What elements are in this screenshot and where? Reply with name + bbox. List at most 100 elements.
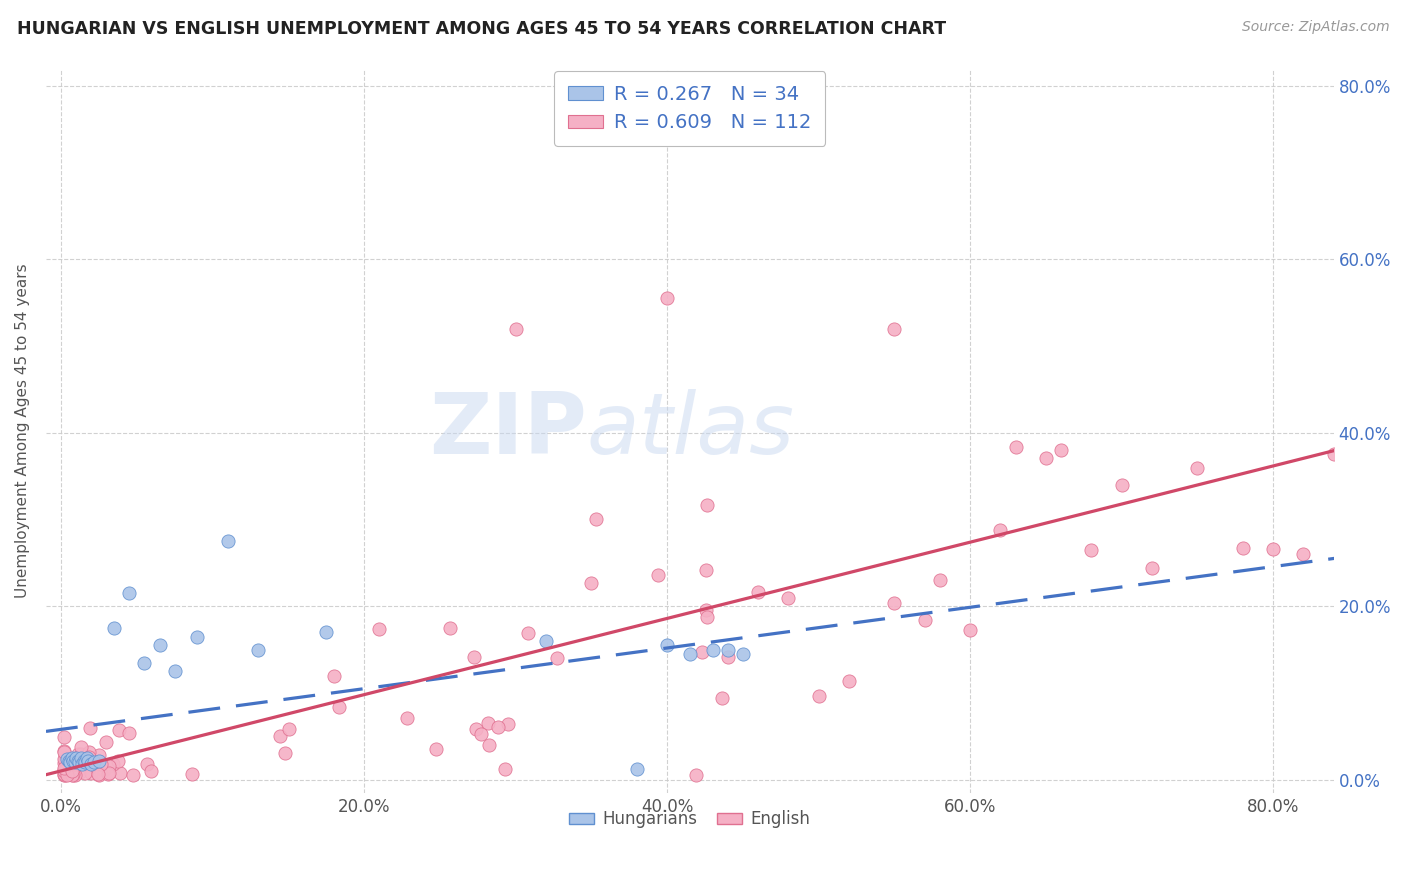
Point [1292, 547, 1315, 561]
Point [546, 651, 568, 665]
Point [1140, 561, 1163, 575]
Point [75, 756, 97, 770]
Point [79, 721, 101, 735]
Point [695, 563, 717, 577]
Point [89, 765, 111, 780]
Point [690, 644, 713, 658]
Point [56, 752, 79, 766]
Point [75, 766, 97, 780]
Point [477, 716, 499, 731]
Point [62, 759, 84, 773]
Point [517, 626, 540, 640]
Point [695, 602, 717, 616]
Point [77, 745, 100, 759]
Point [914, 613, 936, 627]
Point [328, 700, 350, 714]
Point [486, 721, 509, 735]
Point [55, 757, 77, 772]
Point [988, 523, 1011, 537]
Point [838, 673, 860, 688]
Point [883, 596, 905, 610]
Point [655, 291, 678, 305]
Point [87, 767, 110, 781]
Point [134, 656, 156, 670]
Text: HUNGARIAN VS ENGLISH UNEMPLOYMENT AMONG AGES 45 TO 54 YEARS CORRELATION CHART: HUNGARIAN VS ENGLISH UNEMPLOYMENT AMONG … [17, 20, 946, 37]
Point [494, 762, 516, 776]
Point [101, 757, 124, 772]
Point [1004, 440, 1026, 454]
Point [77, 754, 100, 768]
Point [1111, 477, 1133, 491]
Point [747, 585, 769, 599]
Point [98, 759, 121, 773]
Point [696, 498, 718, 512]
Point [62, 754, 84, 768]
Point [118, 586, 141, 600]
Point [66, 756, 89, 771]
Point [75, 753, 97, 767]
Point [53, 768, 76, 782]
Point [1035, 450, 1057, 465]
Point [716, 650, 738, 665]
Y-axis label: Unemployment Among Ages 45 to 54 years: Unemployment Among Ages 45 to 54 years [15, 263, 30, 598]
Point [470, 727, 492, 741]
Point [69, 764, 91, 779]
Point [58, 756, 80, 770]
Point [959, 623, 981, 637]
Point [579, 575, 602, 590]
Point [59, 756, 82, 770]
Point [217, 534, 239, 549]
Point [731, 647, 754, 661]
Point [1353, 469, 1375, 483]
Point [505, 321, 527, 335]
Point [778, 591, 800, 605]
Point [534, 633, 557, 648]
Point [66, 747, 89, 761]
Point [66, 754, 89, 768]
Point [107, 723, 129, 738]
Point [70, 740, 93, 755]
Point [67, 756, 90, 770]
Point [807, 689, 830, 703]
Text: ZIP: ZIP [429, 389, 586, 472]
Point [53, 763, 76, 777]
Point [118, 726, 141, 740]
Point [55, 750, 77, 764]
Point [685, 768, 707, 782]
Point [107, 754, 129, 768]
Point [70, 747, 93, 761]
Point [181, 766, 204, 780]
Point [53, 752, 76, 766]
Point [103, 621, 125, 635]
Point [1080, 543, 1102, 558]
Point [56, 752, 79, 766]
Point [1232, 541, 1254, 556]
Point [163, 665, 186, 679]
Point [496, 716, 519, 731]
Point [322, 669, 344, 683]
Point [63, 757, 86, 772]
Point [72, 757, 94, 772]
Point [655, 638, 678, 652]
Point [77, 750, 100, 764]
Point [883, 321, 905, 335]
Point [710, 690, 733, 705]
Point [93, 763, 115, 777]
Point [186, 630, 208, 644]
Point [465, 723, 488, 737]
Point [76, 751, 98, 765]
Point [368, 622, 391, 636]
Point [149, 638, 172, 652]
Point [62, 767, 84, 781]
Point [1261, 542, 1284, 557]
Point [269, 729, 291, 743]
Point [80, 757, 103, 772]
Point [53, 766, 76, 780]
Point [425, 741, 447, 756]
Point [58, 754, 80, 768]
Point [121, 768, 143, 782]
Point [53, 731, 76, 745]
Point [395, 711, 418, 725]
Point [70, 750, 93, 764]
Point [1384, 192, 1406, 206]
